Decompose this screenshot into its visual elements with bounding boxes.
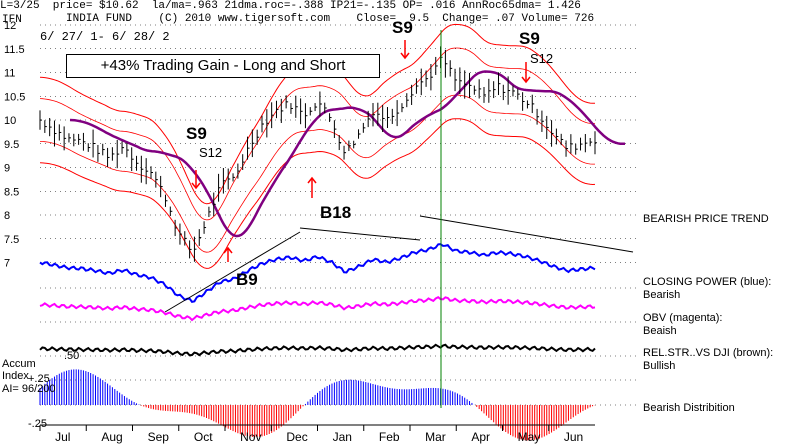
x-tick-label-0: Jul xyxy=(55,430,70,444)
accum-label: Accum xyxy=(2,358,36,370)
x-tick-label-11: Jun xyxy=(564,430,583,444)
closing-power-uptrend xyxy=(164,231,301,313)
trading-gain-box: +43% Trading Gain - Long and Short xyxy=(66,54,380,78)
closing-power-line xyxy=(39,243,596,304)
note-obv-2: Beaish xyxy=(643,325,677,337)
y-tick-label-4: 10 xyxy=(4,115,16,127)
signal-s12-may: S12 xyxy=(530,51,554,66)
note-bearish-trend: BEARISH PRICE TREND xyxy=(643,213,769,225)
note-distribution: Bearish Distribition xyxy=(643,402,735,414)
upper-inner-band xyxy=(39,47,595,221)
y-tick-label-2: 11 xyxy=(4,68,15,80)
y-tick-label-5: 9.5 xyxy=(4,139,19,151)
date-range: 6/ 27/ 1- 6/ 28/ 2 xyxy=(40,30,170,44)
signal-b18: B18 xyxy=(320,203,352,222)
accum-ai-label: AI= 96/200 xyxy=(2,383,56,395)
signal-s9-may: S9 xyxy=(519,29,540,48)
signal-arrowhead-2 xyxy=(223,246,233,254)
y-tick-label-0: 12 xyxy=(4,20,16,32)
x-tick-label-7: Feb xyxy=(379,430,400,444)
header-line-1: L=3/25 price= $10.62 la/ma=.963 21dma.ro… xyxy=(0,0,581,12)
y-tick-label-3: 10.5 xyxy=(4,91,25,103)
note-relstr-1: REL.STR..VS DJI (brown): xyxy=(643,347,774,359)
note-closing-power-1: CLOSING POWER (blue): xyxy=(643,276,772,288)
signal-arrowhead-3 xyxy=(400,52,410,60)
accum-index-label: Index xyxy=(2,370,29,382)
lower-band xyxy=(39,118,596,269)
x-tick-label-1: Aug xyxy=(101,430,122,444)
chart-gridlines xyxy=(40,24,640,406)
ticker-label: IFN xyxy=(2,14,22,26)
lower-inner-band xyxy=(39,94,595,253)
note-closing-power-2: Bearish xyxy=(643,289,681,301)
accum-fifty: .50 xyxy=(64,350,80,362)
y-tick-label-7: 8.5 xyxy=(4,186,19,198)
x-tick-label-10: May xyxy=(518,430,541,444)
note-relstr-2: Bullish xyxy=(643,360,676,372)
signal-s9-sep: S9 xyxy=(186,124,207,143)
signal-s12-sep: S12 xyxy=(199,145,223,160)
signal-arrowhead-4 xyxy=(521,76,531,84)
accum-plus: +.25 xyxy=(28,373,50,385)
y-tick-label-6: 9 xyxy=(4,163,10,175)
x-tick-label-4: Nov xyxy=(240,430,261,444)
relstr-line xyxy=(39,343,596,357)
bearish-trend-line xyxy=(419,215,634,253)
chart-axes: 12 11.5 11 10.5 10 9.5 9 8.5 8 7.5 7 Jul Aug Sep Oct No… xyxy=(4,20,595,444)
x-tick-label-6: Jan xyxy=(333,430,352,444)
signal-marks xyxy=(191,30,531,408)
closing-power-resistance xyxy=(299,227,421,241)
y-tick-label-8: 8 xyxy=(4,210,10,222)
signal-s9-feb: S9 xyxy=(392,18,413,37)
x-tick-label-3: Oct xyxy=(194,430,213,444)
y-tick-label-10: 7 xyxy=(4,258,10,270)
x-tick-label-8: Mar xyxy=(425,430,446,444)
signal-arrowhead-1 xyxy=(307,176,317,184)
x-tick-label-5: Dec xyxy=(286,430,307,444)
signal-arrowhead-0 xyxy=(191,182,201,190)
obv-line xyxy=(39,296,596,322)
moving-average xyxy=(69,70,625,238)
x-tick-label-9: Apr xyxy=(471,430,490,444)
header-line-2: INDIA FUND (C) 2010 www.tigersoft.com Cl… xyxy=(66,13,595,25)
signal-b9: B9 xyxy=(236,270,258,289)
y-tick-label-9: 7.5 xyxy=(4,234,19,246)
note-obv-1: OBV (magenta): xyxy=(643,312,723,324)
price-bars xyxy=(39,46,597,262)
y-tick-label-1: 11.5 xyxy=(4,44,25,56)
accum-index-bars xyxy=(39,369,596,441)
x-tick-label-2: Sep xyxy=(148,430,170,444)
accum-minus: -.25 xyxy=(28,418,47,430)
indicator-lines xyxy=(39,215,634,357)
